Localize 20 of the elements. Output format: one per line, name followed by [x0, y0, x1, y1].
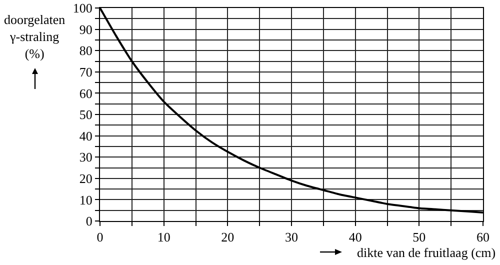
y-tick-label: 80 — [79, 43, 92, 58]
x-tick-label: 50 — [412, 230, 426, 245]
y-tick-label: 40 — [79, 128, 92, 144]
y-tick-label: 100 — [72, 0, 92, 16]
x-tick-label: 0 — [96, 230, 104, 245]
y-tick-label: 20 — [79, 170, 92, 186]
x-tick-label: 30 — [285, 230, 298, 245]
x-axis-title: dikte van de fruitlaag (cm) — [357, 245, 496, 260]
y-tick-label: 90 — [79, 22, 92, 37]
x-tick-label: 40 — [348, 230, 362, 245]
y-axis-title: doorgelaten γ-straling (%) — [4, 12, 66, 61]
x-tick-label: 60 — [476, 230, 490, 245]
y-tick-label: 70 — [79, 64, 92, 80]
y-tick-label: 0 — [86, 214, 92, 229]
y-tick-label: 30 — [79, 150, 92, 165]
y-tick-label: 60 — [79, 86, 92, 101]
x-tick-label: 10 — [157, 230, 170, 245]
y-tick-label: 50 — [79, 107, 92, 122]
y-tick-label: 10 — [79, 192, 92, 208]
x-tick-label: 20 — [221, 230, 234, 245]
